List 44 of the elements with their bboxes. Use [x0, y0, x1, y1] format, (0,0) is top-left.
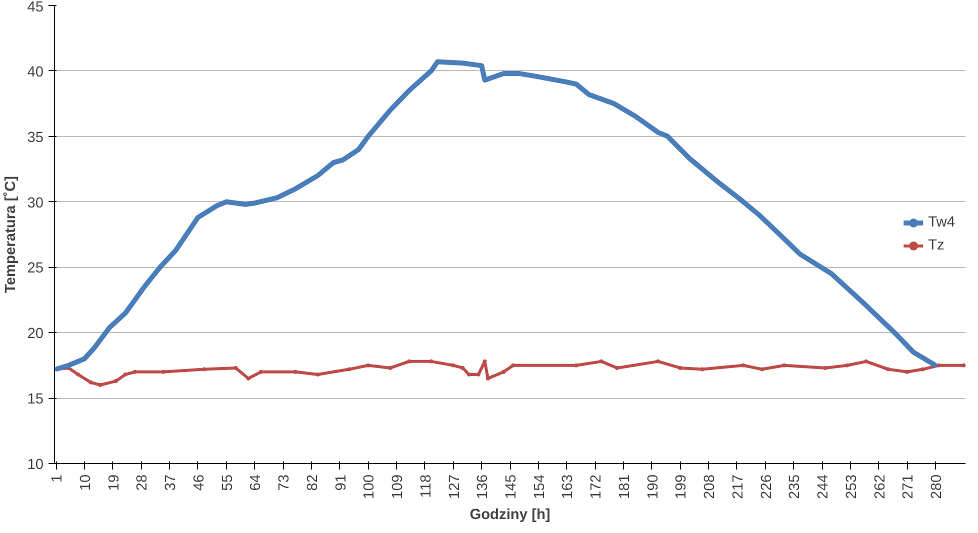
- y-axis-title: Temperatura [˚C]: [3, 176, 20, 293]
- x-tick-label: 163: [560, 474, 576, 499]
- x-tick-label: 10: [78, 474, 94, 491]
- x-tick-label: 1: [50, 474, 66, 483]
- x-tick-label: 145: [504, 474, 520, 499]
- x-tick-label: 136: [475, 474, 492, 499]
- x-tick-label: 181: [616, 474, 633, 499]
- x-tick-label: 262: [872, 474, 888, 499]
- x-tick-label: 82: [304, 474, 321, 491]
- x-tick-label: 118: [418, 474, 434, 498]
- x-tick-label: 172: [588, 474, 605, 499]
- x-tick-label: 19: [106, 474, 122, 491]
- x-tick-label: 55: [220, 474, 236, 491]
- x-tick-label: 199: [674, 474, 690, 499]
- x-tick-label: 235: [787, 474, 804, 499]
- x-tick-label: 154: [532, 474, 548, 499]
- x-tick-label: 73: [276, 474, 293, 491]
- x-tick-label: 244: [816, 474, 832, 499]
- x-axis-title: Godziny [h]: [470, 506, 550, 523]
- y-tick-label: 35: [27, 130, 44, 146]
- x-tick-label: 109: [390, 474, 406, 499]
- x-tick-label: 253: [844, 474, 860, 499]
- x-tick-label: 217: [730, 474, 746, 499]
- y-tick-label: 45: [27, 0, 44, 16]
- x-tick-label: 226: [758, 474, 775, 499]
- x-tick-label: 46: [191, 474, 208, 491]
- legend-label: Tz: [928, 238, 946, 254]
- y-tick-label: 30: [27, 195, 44, 212]
- legend-label: Tw4: [928, 214, 955, 230]
- x-tick-label: 271: [900, 474, 917, 499]
- x-tick-label: 28: [134, 474, 151, 491]
- x-tick-label: 91: [333, 474, 350, 491]
- x-tick-label: 37: [163, 474, 180, 491]
- x-tick-label: 190: [645, 474, 662, 499]
- x-tick-label: 280: [929, 474, 946, 499]
- x-tick-label: 208: [702, 474, 718, 499]
- y-tick-label: 40: [27, 64, 44, 80]
- x-tick-label: 127: [446, 474, 463, 499]
- y-tick-label: 25: [27, 260, 44, 277]
- y-tick-label: 10: [27, 457, 44, 473]
- y-tick-label: 15: [27, 392, 44, 408]
- x-tick-label: 100: [362, 474, 378, 499]
- y-tick-label: 20: [27, 326, 44, 342]
- x-tick-label: 64: [248, 474, 264, 491]
